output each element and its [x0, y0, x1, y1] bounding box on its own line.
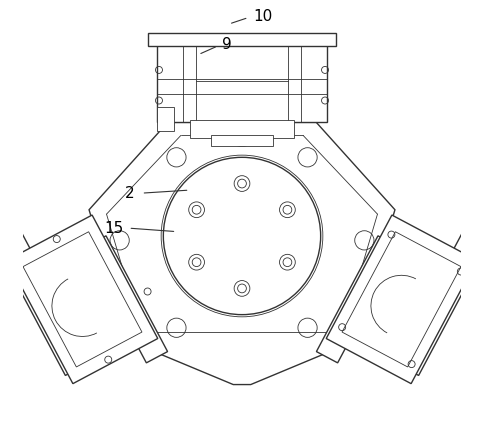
Bar — [190, 120, 294, 138]
Polygon shape — [326, 215, 477, 384]
Polygon shape — [7, 215, 158, 384]
Bar — [157, 107, 174, 131]
Text: 9: 9 — [222, 37, 232, 52]
Text: 10: 10 — [253, 9, 272, 24]
Bar — [212, 135, 272, 146]
Text: 15: 15 — [105, 221, 124, 236]
Polygon shape — [393, 223, 484, 375]
Polygon shape — [342, 232, 461, 367]
Text: 2: 2 — [125, 186, 135, 201]
Bar — [157, 37, 327, 122]
Bar — [148, 33, 336, 46]
Polygon shape — [317, 236, 399, 363]
Polygon shape — [23, 232, 142, 367]
Polygon shape — [85, 236, 167, 363]
Polygon shape — [0, 223, 91, 375]
Polygon shape — [89, 122, 395, 385]
